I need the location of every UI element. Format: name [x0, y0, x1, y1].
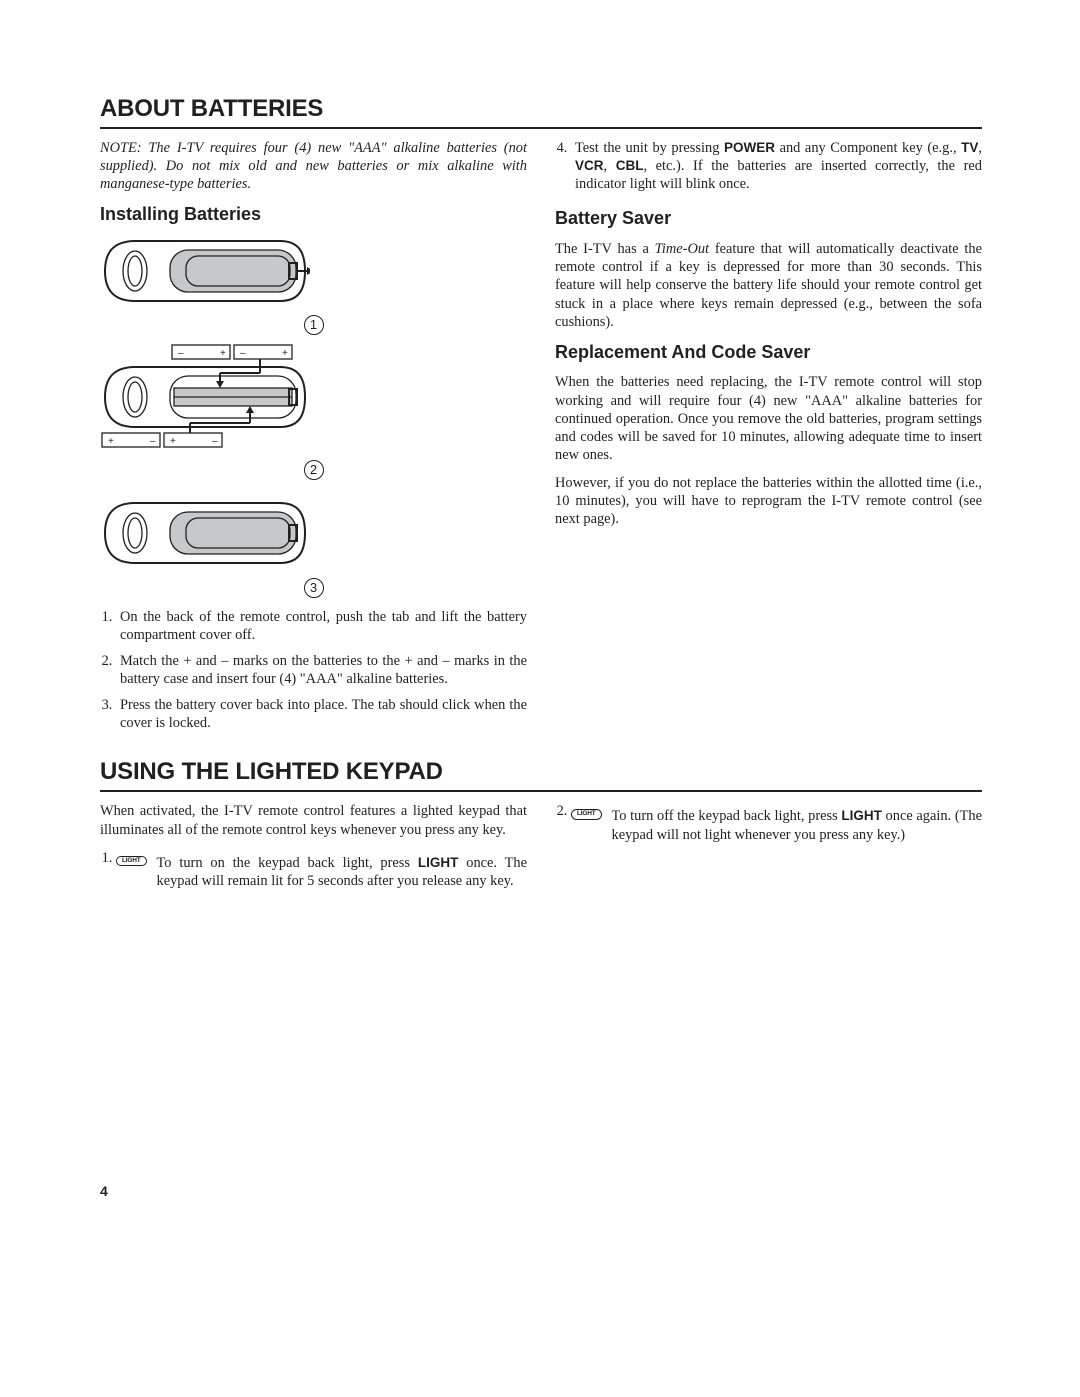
install-step-3: Press the battery cover back into place.… [116, 696, 527, 732]
install-step-4: Test the unit by pressing POWER and any … [571, 139, 982, 193]
section2-right-col: LIGHT To turn off the keypad back light,… [555, 802, 982, 898]
subheading-battery-saver: Battery Saver [555, 207, 982, 230]
page-number: 4 [100, 1183, 108, 1199]
remote-diagram-3-icon [100, 498, 310, 568]
heading-about-batteries: ABOUT BATTERIES [100, 95, 982, 129]
light-step-1: LIGHT To turn on the keypad back light, … [116, 849, 527, 890]
svg-text:+: + [220, 348, 226, 359]
section1-columns: NOTE: The I-TV requires four (4) new "AA… [100, 139, 982, 740]
replacement-text-1: When the batteries need replacing, the I… [555, 373, 982, 464]
light-step-2: LIGHT To turn off the keypad back light,… [571, 802, 982, 843]
heading-lighted-keypad: USING THE LIGHTED KEYPAD [100, 758, 982, 792]
subheading-replacement: Replacement And Code Saver [555, 341, 982, 364]
light-steps-left: LIGHT To turn on the keypad back light, … [100, 849, 527, 890]
subheading-installing: Installing Batteries [100, 203, 527, 226]
install-step-1: On the back of the remote control, push … [116, 608, 527, 644]
light-button-icon: LIGHT [116, 856, 147, 867]
section1-right-col: Test the unit by pressing POWER and any … [555, 139, 982, 740]
light-button-icon: LIGHT [571, 809, 602, 820]
section2-columns: When activated, the I-TV remote control … [100, 802, 982, 898]
section1-left-col: NOTE: The I-TV requires four (4) new "AA… [100, 139, 527, 740]
figure-label-2: 2 [304, 460, 324, 480]
figure-1: 1 [100, 236, 527, 335]
install-steps: On the back of the remote control, push … [100, 608, 527, 733]
keypad-intro: When activated, the I-TV remote control … [100, 802, 527, 838]
manual-page: ABOUT BATTERIES NOTE: The I-TV requires … [0, 0, 1080, 1397]
figure-label-3: 3 [304, 578, 324, 598]
figure-2: – + – + [100, 343, 527, 480]
svg-text:–: – [240, 348, 246, 359]
install-step-2: Match the + and – marks on the batteries… [116, 652, 527, 688]
remote-diagram-1-icon [100, 236, 310, 306]
svg-text:+: + [108, 436, 114, 447]
install-steps-cont: Test the unit by pressing POWER and any … [555, 139, 982, 193]
battery-saver-text: The I-TV has a Time-Out feature that wil… [555, 240, 982, 331]
figure-label-1: 1 [304, 315, 324, 335]
svg-text:+: + [170, 436, 176, 447]
section2-left-col: When activated, the I-TV remote control … [100, 802, 527, 898]
figure-3: 3 [100, 498, 527, 597]
svg-text:+: + [282, 348, 288, 359]
note-text: NOTE: The I-TV requires four (4) new "AA… [100, 139, 527, 193]
replacement-text-2: However, if you do not replace the batte… [555, 474, 982, 528]
svg-text:–: – [150, 436, 156, 447]
light-steps-right: LIGHT To turn off the keypad back light,… [555, 802, 982, 843]
svg-text:–: – [178, 348, 184, 359]
svg-text:–: – [212, 436, 218, 447]
remote-diagram-2-icon: – + – + [100, 343, 310, 451]
